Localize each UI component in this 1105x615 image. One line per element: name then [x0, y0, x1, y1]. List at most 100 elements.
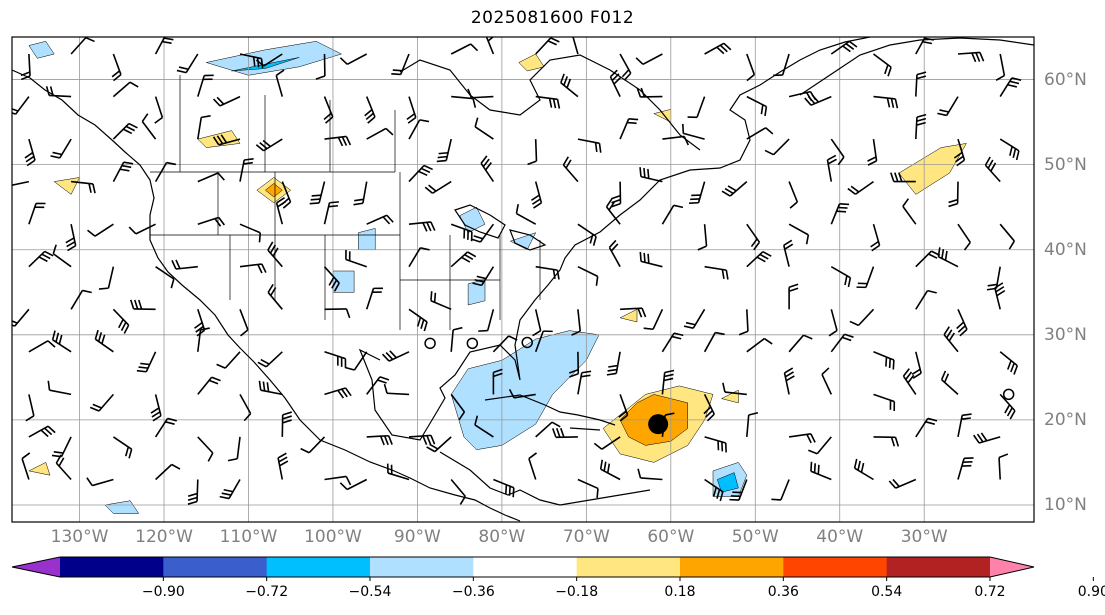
wind-barb [128, 223, 156, 235]
wind-barb [999, 351, 1019, 375]
wind-barb [12, 308, 30, 327]
wind-barb [535, 265, 560, 280]
longitude-label: 120°W [135, 527, 193, 547]
markers [424, 336, 1015, 435]
colorbar-segment [576, 557, 681, 577]
colorbar-tick-label: −0.90 [141, 584, 185, 600]
wind-barb [873, 53, 892, 77]
wind-barb [197, 376, 221, 395]
wind-barb [821, 367, 833, 395]
wind-barb [154, 37, 174, 55]
wind-barb [28, 425, 56, 438]
wind-barb [577, 478, 599, 498]
wind-barb [788, 334, 813, 353]
wind-barb [112, 122, 138, 140]
wind-barb [535, 37, 560, 55]
wind-barb [911, 351, 922, 379]
wind-barb [608, 239, 621, 268]
wind-barb [994, 282, 1006, 310]
wind-barb [704, 436, 727, 453]
wind-barb [366, 376, 390, 395]
wind-barb [430, 291, 452, 311]
wind-barb [197, 436, 214, 462]
circle-marker [1002, 388, 1015, 401]
wind-barb [937, 96, 959, 117]
wind-barb [746, 53, 756, 82]
wind-barb [998, 453, 1009, 480]
wind-barb [729, 479, 748, 501]
great-lakes [454, 204, 547, 251]
colorbar-outline [11, 556, 1035, 578]
wind-barb [635, 53, 663, 66]
wind-barb [788, 433, 816, 444]
wind-barb [773, 53, 790, 77]
wind-barb [999, 223, 1016, 250]
wind-barb [112, 436, 133, 459]
colorbar-tick-label: −0.54 [348, 584, 392, 600]
wind-barb [984, 156, 1001, 183]
wind-barb [408, 164, 433, 183]
wind-barb [154, 96, 164, 124]
wind-barb [55, 454, 72, 481]
wind-barb [577, 138, 602, 153]
wind-barb [141, 113, 157, 140]
wind-barb [112, 161, 134, 182]
wind-barb [324, 135, 352, 147]
wind-barb [957, 457, 974, 480]
wind-barb [508, 389, 536, 399]
wind-barb [25, 394, 35, 422]
colorbar [11, 556, 1094, 581]
wind-barb [353, 181, 368, 206]
wind-barb [826, 154, 837, 182]
wind-barb [856, 266, 875, 289]
wind-barb [408, 221, 436, 232]
wind-barb [267, 241, 283, 268]
coastline-greenland [799, 37, 1034, 96]
longitude-label: 80°W [478, 527, 526, 547]
wind-barb [47, 380, 72, 396]
wind-barb [599, 459, 621, 481]
wind-barb [187, 479, 199, 505]
wind-barb [239, 223, 262, 243]
wind-barb [771, 479, 790, 501]
shaded-area-21 [518, 53, 545, 72]
wind-barb [915, 289, 937, 310]
wind-barb [386, 463, 410, 481]
wind-barb [530, 181, 543, 209]
wind-barb [366, 434, 393, 446]
wind-barb [890, 172, 916, 183]
wind-barb [662, 135, 690, 146]
wind-barb [830, 40, 858, 55]
colorbar-tick-label: 0.54 [871, 584, 903, 600]
wind-barb [562, 156, 579, 183]
coastline-gulf [358, 37, 871, 441]
wind-barb [783, 239, 794, 267]
wind-barb [426, 436, 452, 453]
wind-barb [267, 283, 283, 310]
wind-barb [704, 265, 729, 280]
wind-barb [609, 69, 622, 97]
wind-barb [450, 326, 463, 352]
wind-barb [661, 204, 684, 225]
wind-barb [450, 478, 467, 505]
wind-barb [94, 329, 114, 353]
longitude-label: 40°W [816, 527, 864, 547]
wind-barb [339, 53, 368, 66]
wind-barb [197, 115, 211, 140]
wind-barb [197, 216, 226, 227]
longitude-label: 50°W [731, 527, 779, 547]
colorbar-extend-low [12, 557, 60, 577]
wind-barb [24, 138, 36, 167]
wind-barb [643, 308, 664, 331]
wind-barb [902, 368, 917, 395]
colorbar-extend-high [990, 557, 1034, 577]
wind-barb [535, 95, 561, 109]
wind-barb [689, 181, 706, 204]
wind-barb [571, 37, 579, 55]
wind-barb [480, 155, 495, 183]
wind-barb [21, 452, 31, 480]
wind-barb [70, 37, 95, 55]
wind-barb [216, 351, 241, 369]
wind-barb [239, 263, 267, 274]
